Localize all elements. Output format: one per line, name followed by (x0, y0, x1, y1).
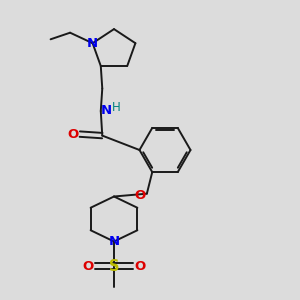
Text: O: O (135, 260, 146, 273)
Text: O: O (82, 260, 93, 273)
Text: O: O (135, 189, 146, 202)
Text: N: N (87, 37, 98, 50)
Text: H: H (112, 100, 121, 114)
Text: S: S (109, 259, 119, 274)
Text: N: N (108, 235, 120, 248)
Text: N: N (100, 104, 112, 117)
Text: O: O (68, 128, 79, 141)
